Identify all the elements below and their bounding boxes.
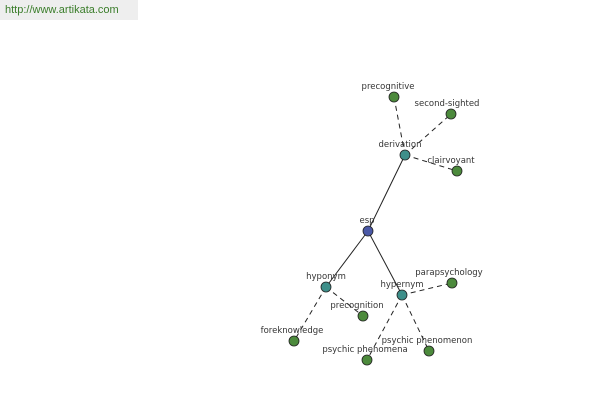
node-label[interactable]: second-sighted xyxy=(415,99,480,109)
edge xyxy=(367,154,406,232)
node-label[interactable]: derivation xyxy=(378,140,421,150)
node-label[interactable]: esp xyxy=(359,216,374,226)
edge xyxy=(325,286,364,317)
edge xyxy=(401,294,430,352)
node-label[interactable]: hypernym xyxy=(380,280,423,290)
node[interactable] xyxy=(357,310,369,322)
node[interactable] xyxy=(451,165,463,177)
edge xyxy=(367,230,403,296)
edge xyxy=(404,154,458,172)
edge xyxy=(404,113,452,156)
node[interactable] xyxy=(423,345,435,357)
node-label[interactable]: psychic phenomenon xyxy=(382,336,473,346)
node-label[interactable]: hyponym xyxy=(306,272,346,282)
node-label[interactable]: foreknowledge xyxy=(261,326,324,336)
node-label[interactable]: parapsychology xyxy=(415,268,482,278)
edge xyxy=(325,230,369,288)
header: http://www.artikata.com xyxy=(0,0,138,20)
node-label[interactable]: psychic phenomena xyxy=(322,345,407,355)
edges xyxy=(293,96,458,361)
node-label[interactable]: precognitive xyxy=(362,82,415,92)
edge xyxy=(393,96,406,156)
node[interactable] xyxy=(320,281,332,293)
edge xyxy=(293,286,327,342)
node[interactable] xyxy=(399,149,411,161)
node[interactable] xyxy=(362,225,374,237)
node-label[interactable]: precognition xyxy=(330,301,383,311)
node[interactable] xyxy=(388,91,400,103)
edge xyxy=(366,294,403,361)
node[interactable] xyxy=(396,289,408,301)
header-url[interactable]: http://www.artikata.com xyxy=(5,4,119,16)
nodes xyxy=(288,91,463,366)
labels: esp derivation hyponym hypernym precogni… xyxy=(261,82,483,355)
node[interactable] xyxy=(446,277,458,289)
node[interactable] xyxy=(445,108,457,120)
node[interactable] xyxy=(288,335,300,347)
node[interactable] xyxy=(361,354,373,366)
node-label[interactable]: clairvoyant xyxy=(427,156,475,166)
